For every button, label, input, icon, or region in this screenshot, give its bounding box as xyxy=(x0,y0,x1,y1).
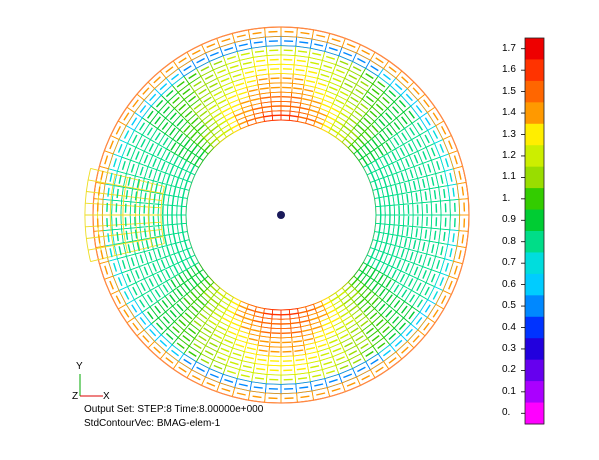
legend-tick-label: 0.5 xyxy=(502,300,516,312)
legend-swatch xyxy=(525,273,544,296)
legend-swatch xyxy=(525,316,544,339)
axis-triad xyxy=(79,374,103,397)
legend-tick-label: 0.4 xyxy=(502,321,516,333)
output-set-label: Output Set: STEP:8 Time:8.00000e+000 xyxy=(84,404,264,415)
center-node xyxy=(277,211,285,219)
magnetic-field-vectors xyxy=(96,30,466,400)
legend-tick-label: 0. xyxy=(502,407,511,419)
legend-swatch xyxy=(525,252,544,275)
legend-tick-label: 0.9 xyxy=(502,214,516,226)
legend-tick-label: 1. xyxy=(502,192,511,204)
legend-swatch xyxy=(525,359,544,382)
legend-swatch xyxy=(525,381,544,404)
legend-swatch xyxy=(525,123,544,146)
legend-swatch xyxy=(525,38,544,60)
legend-swatch xyxy=(525,166,544,189)
legend-swatch xyxy=(525,402,544,425)
legend-tick-label: 0.3 xyxy=(502,342,516,354)
legend-tick-label: 1.2 xyxy=(502,149,516,161)
legend-swatch xyxy=(525,188,544,211)
legend-swatch xyxy=(525,231,544,253)
legend-swatch xyxy=(525,102,544,125)
legend-swatch xyxy=(525,80,544,103)
legend-swatch xyxy=(525,59,544,82)
legend-swatch xyxy=(525,295,544,318)
legend-tick-label: 1.7 xyxy=(502,42,516,54)
color-legend xyxy=(521,37,545,425)
legend-tick-label: 0.1 xyxy=(502,385,516,397)
legend-tick-label: 1.1 xyxy=(502,171,516,183)
legend-tick-label: 1.4 xyxy=(502,107,516,119)
legend-tick-label: 1.6 xyxy=(502,64,516,76)
legend-tick-label: 0.6 xyxy=(502,278,516,290)
vector-contour-ring xyxy=(92,26,470,404)
legend-swatch xyxy=(525,145,544,168)
contour-label: StdContourVec: BMAG-elem-1 xyxy=(84,418,221,429)
legend-tick-label: 1.3 xyxy=(502,128,516,140)
legend-tick-label: 0.7 xyxy=(502,257,516,269)
legend-tick-label: 0.2 xyxy=(502,364,516,376)
legend-tick-label: 0.8 xyxy=(502,235,516,247)
legend-swatch xyxy=(525,209,544,232)
axis-z-label: Z xyxy=(72,391,79,402)
axis-y-label: Y xyxy=(76,361,83,372)
legend-tick-label: 1.5 xyxy=(502,85,516,97)
legend-swatch xyxy=(525,338,544,361)
axis-x-label: X xyxy=(103,391,110,402)
